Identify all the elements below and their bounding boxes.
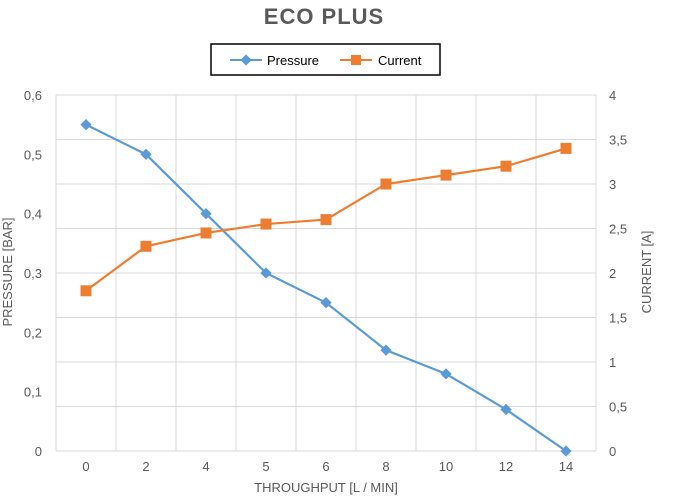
- data-point-pressure: [380, 344, 392, 356]
- y-left-tick-label: 0,6: [24, 88, 42, 103]
- legend-marker-pressure: [240, 54, 252, 66]
- gridlines: [55, 94, 597, 452]
- data-point-current: [260, 218, 272, 230]
- data-point-pressure: [500, 403, 512, 416]
- y-right-tick-label: 0,5: [609, 400, 627, 415]
- x-tick-label: 14: [559, 459, 573, 474]
- data-point-pressure: [260, 267, 272, 279]
- data-point-pressure: [200, 208, 212, 220]
- y-right-axis-title: CURRENT [A]: [639, 231, 654, 314]
- legend-marker-current: [351, 55, 361, 65]
- x-tick-label: 12: [499, 459, 513, 474]
- data-point-pressure: [440, 368, 452, 380]
- y-left-tick-label: 0,1: [24, 385, 42, 400]
- data-point-current: [320, 214, 332, 226]
- legend: Pressure Current: [210, 43, 441, 76]
- y-left-tick-label: 0,2: [24, 325, 42, 340]
- data-point-current: [440, 169, 452, 181]
- y-right-tick-label: 3: [609, 177, 616, 192]
- y-left-tick-labels: 0 0,1 0,2 0,3 0,4 0,5 0,6: [24, 88, 42, 459]
- legend-label-current: Current: [378, 53, 422, 68]
- y-right-tick-label: 2,5: [609, 222, 627, 237]
- data-point-current: [200, 227, 212, 239]
- y-left-tick-label: 0: [35, 444, 42, 459]
- series: [80, 119, 572, 457]
- y-right-tick-label: 1: [609, 355, 616, 370]
- y-right-tick-label: 3,5: [609, 133, 627, 148]
- data-point-pressure: [320, 297, 332, 309]
- x-tick-label: 10: [439, 459, 453, 474]
- x-axis-title: THROUGHPUT [L / MIN]: [254, 480, 398, 495]
- data-point-current: [80, 285, 92, 297]
- chart-title: ECO PLUS: [264, 4, 384, 29]
- y-left-tick-label: 0,3: [24, 266, 42, 281]
- y-right-tick-label: 1,5: [609, 311, 627, 326]
- y-left-axis-title: PRESSURE [BAR]: [0, 217, 15, 326]
- data-point-current: [500, 160, 512, 172]
- data-point-current: [380, 178, 392, 190]
- y-right-tick-labels: 0 0,5 1 1,5 2 2,5 3 3,5 4: [609, 88, 627, 459]
- x-tick-label: 2: [142, 459, 149, 474]
- legend-label-pressure: Pressure: [267, 53, 319, 68]
- data-point-current: [560, 142, 572, 154]
- x-tick-label: 6: [322, 459, 329, 474]
- y-right-tick-label: 4: [609, 88, 616, 103]
- data-point-pressure: [560, 445, 572, 457]
- x-tick-labels: 0 2 4 5 6 8 10 12 14: [82, 459, 573, 474]
- x-tick-label: 4: [202, 459, 209, 474]
- data-point-pressure: [80, 119, 92, 131]
- y-left-tick-label: 0,4: [24, 207, 42, 222]
- data-point-pressure: [140, 148, 152, 160]
- y-right-tick-label: 2: [609, 266, 616, 281]
- data-point-current: [140, 240, 152, 252]
- y-left-tick-label: 0,5: [24, 147, 42, 162]
- y-right-tick-label: 0: [609, 444, 616, 459]
- series-line-pressure: [85, 123, 567, 452]
- x-tick-label: 8: [382, 459, 389, 474]
- x-tick-label: 5: [262, 459, 269, 474]
- x-tick-label: 0: [82, 459, 89, 474]
